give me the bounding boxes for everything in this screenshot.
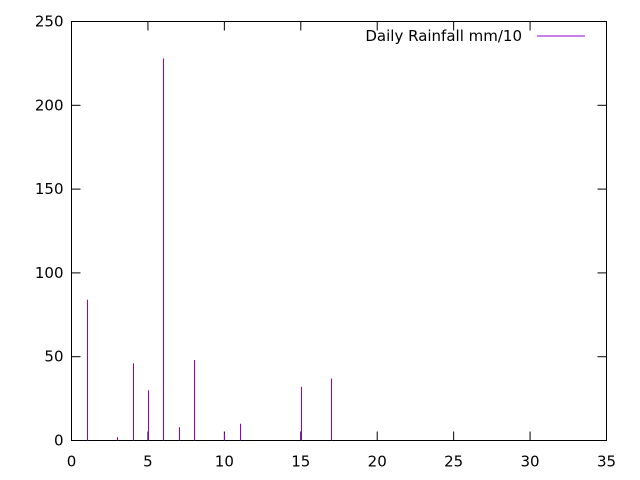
y-tick-label: 200: [35, 96, 64, 114]
x-tick-label: 25: [444, 453, 463, 471]
y-tick-label: 0: [54, 432, 64, 450]
x-tick-label: 15: [291, 453, 310, 471]
legend: Daily Rainfall mm/10: [365, 27, 585, 45]
x-tick-label: 5: [143, 453, 153, 471]
y-tick-label: 100: [35, 264, 64, 282]
x-tick-label: 35: [597, 453, 616, 471]
y-tick-label: 150: [35, 180, 64, 198]
y-tick-label: 50: [44, 348, 63, 366]
impulse-series: [87, 58, 332, 441]
x-tick-label: 0: [67, 453, 77, 471]
plot-frame: [71, 21, 607, 441]
x-tick-label: 20: [368, 453, 387, 471]
x-tick-label: 30: [521, 453, 540, 471]
x-tick-label: 10: [215, 453, 234, 471]
axis-ticks: 0 50 100 150 200 250 0 5 10 15 20 25 30 35: [35, 13, 616, 471]
legend-label: Daily Rainfall mm/10: [365, 27, 522, 45]
y-tick-label: 250: [35, 13, 64, 31]
